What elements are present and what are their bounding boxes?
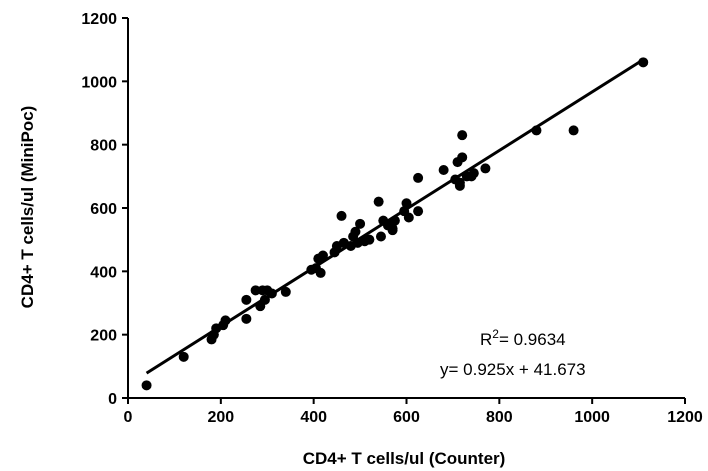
data-point [241, 313, 252, 324]
data-point [315, 267, 326, 278]
x-tick-label: 800 [486, 409, 513, 426]
y-tick-label: 400 [90, 264, 117, 281]
data-point [364, 234, 375, 245]
data-point [401, 198, 412, 209]
x-axis-title: CD4+ T cells/ul (Counter) [303, 449, 506, 468]
r-squared-annotation: R2= 0.9634 [480, 327, 566, 349]
data-point [259, 294, 270, 305]
data-point [568, 125, 579, 136]
x-tick-label: 0 [124, 409, 133, 426]
data-point [141, 380, 152, 391]
y-axis-title: CD4+ T cells/ul (MiniPoc) [18, 106, 37, 309]
y-tick-label: 800 [90, 138, 117, 155]
data-point [250, 285, 261, 296]
y-tick-label: 200 [90, 328, 117, 345]
data-point [413, 172, 424, 183]
data-point [403, 212, 414, 223]
r-squared-value: = 0.9634 [499, 330, 566, 349]
data-point [373, 196, 384, 207]
data-point [480, 163, 491, 174]
data-point [350, 226, 361, 237]
data-points [141, 57, 649, 391]
x-tick-label: 1000 [574, 409, 610, 426]
x-tick-label: 600 [393, 409, 420, 426]
data-point [389, 215, 400, 226]
data-point [468, 168, 479, 179]
x-tick-label: 1200 [667, 409, 703, 426]
data-point [220, 315, 231, 326]
data-point [638, 57, 649, 68]
r-squared-superscript: 2 [492, 327, 499, 341]
data-point [355, 218, 366, 229]
data-point [266, 288, 277, 299]
r-squared-symbol: R [480, 330, 492, 349]
data-point [438, 165, 449, 175]
data-point [375, 231, 386, 242]
data-point [178, 351, 189, 362]
y-tick-label: 0 [108, 391, 117, 408]
axis-ticks: 0 200 400 600 800 1000 1200 0 200 400 600 800 1000 12… [81, 11, 702, 426]
data-point [457, 130, 468, 141]
data-point [454, 180, 465, 191]
data-point [336, 210, 347, 221]
regression-equation: y= 0.925x + 41.673 [440, 360, 586, 379]
data-point [413, 206, 424, 217]
data-point [317, 250, 328, 261]
y-tick-label: 1000 [81, 74, 117, 91]
y-tick-label: 600 [90, 201, 117, 218]
data-point [387, 225, 398, 236]
data-point [457, 152, 468, 163]
x-tick-label: 400 [300, 409, 327, 426]
data-point [280, 286, 291, 297]
y-tick-label: 1200 [81, 11, 117, 28]
x-tick-label: 200 [207, 409, 234, 426]
data-point [241, 294, 252, 305]
data-point [531, 125, 542, 136]
